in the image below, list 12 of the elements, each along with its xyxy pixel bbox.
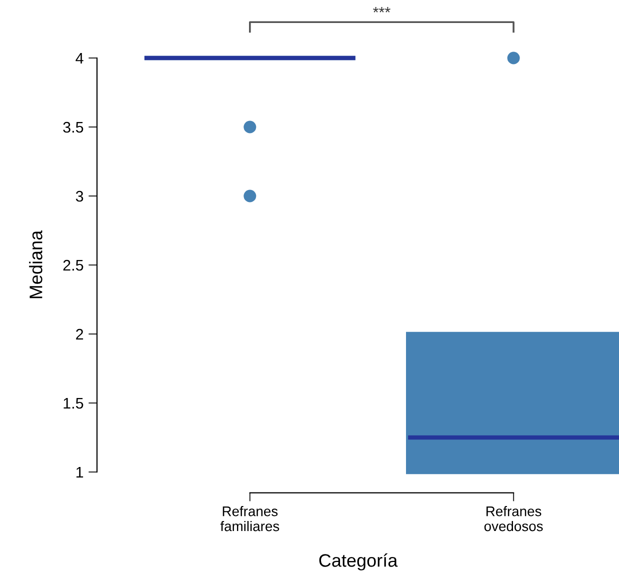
x-tick-label: Refranes ovedosos <box>484 506 543 532</box>
y-tick-label: 4 <box>76 53 84 64</box>
x-tick-label: Refranes familiares <box>220 506 280 532</box>
y-tick-label: 3.5 <box>63 122 84 133</box>
y-axis-title: Mediana <box>29 230 42 298</box>
y-tick-label: 3 <box>76 190 84 202</box>
text: *** <box>373 7 390 12</box>
y-tick-label: 1 <box>76 467 84 478</box>
y-tick-label: 2 <box>76 328 84 340</box>
y-tick-label: 1.5 <box>64 398 84 409</box>
x-axis-title: Categoría <box>319 553 398 570</box>
y-tick-label: 2.5 <box>63 260 84 271</box>
